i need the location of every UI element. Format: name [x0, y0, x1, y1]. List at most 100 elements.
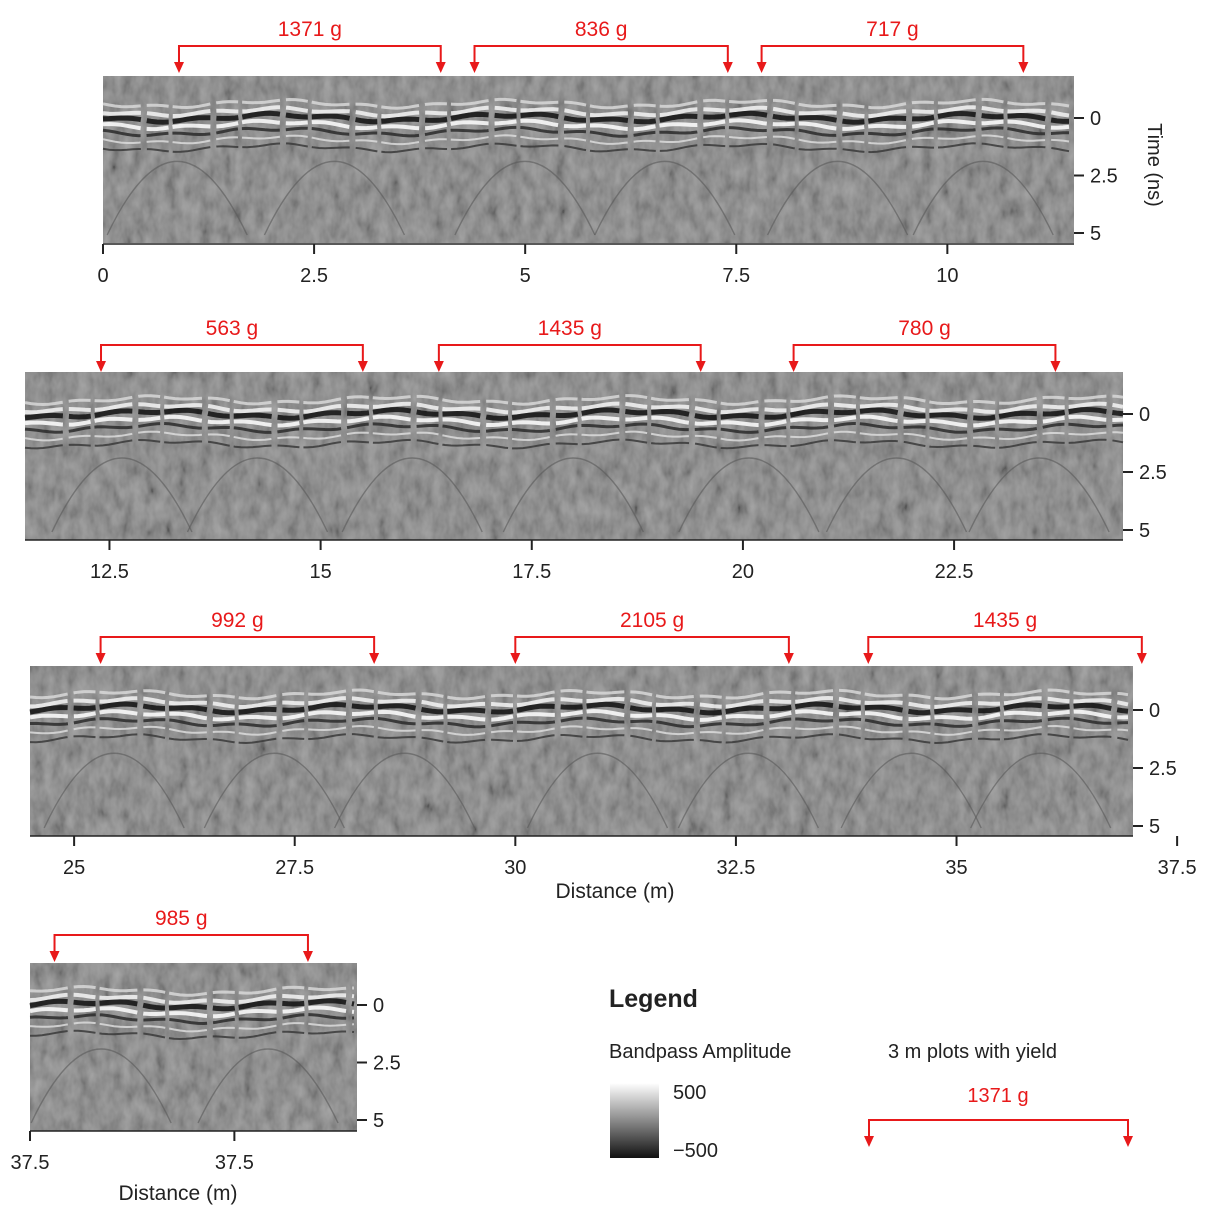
- plot-yield-label: 836 g: [575, 18, 628, 41]
- reflector-band: [29, 1013, 355, 1026]
- diffraction-hyperbola: [51, 457, 193, 533]
- plot-bracket: 563 g: [96, 317, 368, 372]
- plot-bracket: 1435 g: [433, 317, 706, 372]
- diffraction-hyperbola: [968, 457, 1110, 533]
- bracket-arrow: [433, 361, 444, 372]
- bracket-arrow: [435, 62, 446, 73]
- bracket-arrow: [1018, 62, 1029, 73]
- reflector-band: [29, 1021, 355, 1033]
- reflector-band: [102, 97, 1070, 110]
- diffraction-hyperbola: [454, 160, 596, 236]
- diffraction-hyperbola: [263, 160, 406, 236]
- reflector-band: [102, 110, 1069, 125]
- x-tick-label: 20: [732, 561, 754, 583]
- bracket-arrow: [469, 62, 480, 73]
- legend-colorbar-max: 500: [673, 1082, 706, 1104]
- diffraction-hyperbola: [970, 752, 1112, 829]
- panel-4-y-axis: 02.55: [357, 995, 401, 1132]
- diffraction-hyperbola: [197, 1048, 339, 1124]
- plot-bracket: [864, 1119, 1133, 1147]
- x-tick-label: 15: [309, 561, 331, 583]
- reflector-band: [29, 733, 1129, 745]
- plot-bracket: 992 g: [95, 609, 380, 664]
- reflector-band: [29, 708, 1129, 722]
- plot-yield-label: 2105 g: [620, 609, 684, 632]
- y-tick-label: 0: [1139, 404, 1150, 426]
- reflector-band: [29, 716, 1129, 729]
- legend-plot-title: 3 m plots with yield: [888, 1041, 1057, 1063]
- y-tick-label: 2.5: [1139, 462, 1167, 484]
- reflector-band: [102, 142, 1070, 154]
- y-tick-label: 2.5: [373, 1053, 401, 1075]
- panel-4-brackets: 985 g: [49, 907, 313, 962]
- panel-3-y-axis: 02.55: [1133, 700, 1177, 838]
- panel-2: 12.5 15 17.5 20 22.5 02.55 563 g 1435 g 780 g: [24, 317, 1167, 583]
- diffraction-hyperbola: [526, 752, 669, 829]
- bracket-line: [177, 45, 442, 70]
- x-tick-label: 7.5: [722, 265, 750, 287]
- reflector-band: [24, 421, 1124, 434]
- legend-colorbar-min: −500: [673, 1140, 718, 1162]
- diffraction-hyperbola: [912, 160, 1054, 236]
- plot-yield-label: 780 g: [898, 317, 951, 340]
- plot-bracket: 1371 g: [173, 18, 446, 73]
- plot-yield-label: 992 g: [211, 609, 264, 632]
- x-tick-label: 0: [97, 265, 108, 287]
- x-tick-label: 2.5: [300, 265, 328, 287]
- legend-plot-example-label: 1371 g: [967, 1085, 1028, 1107]
- panel-3-brackets: 992 g 2105 g 1435 g: [95, 609, 1147, 664]
- x-tick-label: 27.5: [275, 857, 314, 879]
- x-tick-label: 32.5: [716, 857, 755, 879]
- plot-bracket: 1435 g: [863, 609, 1147, 664]
- y-tick-label: 0: [1149, 700, 1160, 722]
- bracket-line: [868, 1119, 1129, 1144]
- legend-plot-bracket: [864, 1119, 1133, 1147]
- diffraction-hyperbola: [30, 1048, 172, 1124]
- diffraction-hyperbola: [333, 752, 476, 829]
- bracket-line: [473, 45, 729, 70]
- bracket-line: [760, 45, 1025, 70]
- bracket-arrow: [1123, 1136, 1133, 1147]
- reflector-band: [102, 134, 1070, 146]
- reflector-band: [29, 688, 1129, 701]
- plot-yield-label: 563 g: [206, 317, 259, 340]
- y-tick-label: 5: [1149, 816, 1160, 838]
- reflector-band: [102, 105, 1070, 119]
- diffraction-hyperbola: [43, 752, 185, 829]
- reflector-band: [102, 118, 1070, 132]
- diffraction-hyperbola: [825, 457, 968, 533]
- diffraction-hyperbola: [203, 752, 345, 829]
- legend-colorbar: [610, 1083, 659, 1158]
- bracket-line: [437, 344, 702, 369]
- reflector-band: [24, 406, 1124, 421]
- reflector-band: [29, 1005, 355, 1019]
- bracket-line: [99, 636, 376, 661]
- panel-3-x-axis: 25 27.5 30 32.5 35 37.5: [30, 835, 1197, 879]
- y-tick-label: 2.5: [1090, 166, 1118, 188]
- panel-2-y-axis: 02.55: [1123, 404, 1167, 542]
- panel-1-brackets: 1371 g 836 g 717 g: [173, 18, 1029, 73]
- diffraction-hyperbola: [502, 457, 644, 533]
- reflector-band: [102, 125, 1070, 138]
- reflector-band: [29, 701, 1129, 716]
- reflector-band: [29, 724, 1129, 736]
- bracket-arrow: [95, 653, 106, 664]
- bracket-arrow: [756, 62, 767, 73]
- bracket-line: [792, 344, 1057, 369]
- diffraction-hyperbola: [677, 752, 819, 829]
- reflector-band: [24, 394, 1124, 407]
- y-tick-label: 5: [1090, 223, 1101, 245]
- diffraction-hyperbola: [186, 457, 329, 533]
- y-tick-label: 0: [1090, 108, 1101, 130]
- panel-1-image: [102, 76, 1074, 243]
- panel-3: 25 27.5 30 32.5 35 37.5 02.55 992 g 2105 g 1435…: [29, 609, 1197, 903]
- panel-4-x-axis-label: Distance (m): [118, 1182, 237, 1205]
- x-tick-label: 12.5: [90, 561, 129, 583]
- plot-yield-label: 717 g: [866, 18, 919, 41]
- x-tick-label: 17.5: [512, 561, 551, 583]
- panel-4-image: [29, 963, 357, 1131]
- diffraction-hyperbola: [678, 457, 820, 533]
- bracket-line: [867, 636, 1143, 661]
- legend-title: Legend: [609, 985, 698, 1013]
